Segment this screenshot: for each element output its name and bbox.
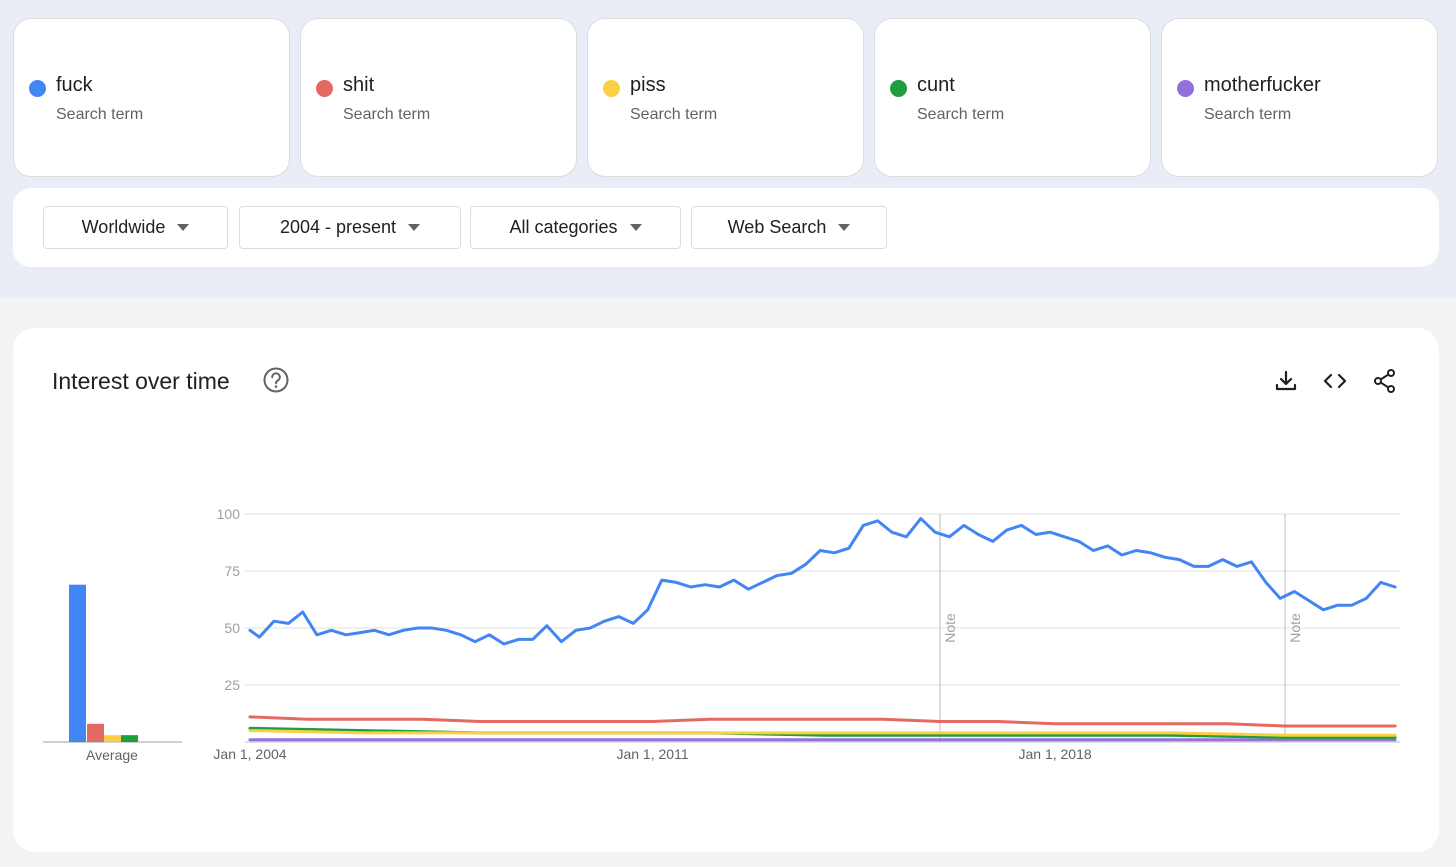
chevron-down-icon bbox=[629, 224, 642, 231]
average-bar-shit bbox=[87, 723, 104, 742]
region-filter-label: Worldwide bbox=[81, 217, 166, 237]
chevron-down-icon bbox=[408, 224, 421, 231]
time-range-filter-label: 2004 - present bbox=[279, 217, 397, 237]
search-type-filter-label: Web Search bbox=[727, 217, 827, 237]
term-color-dot bbox=[1177, 80, 1194, 97]
chevron-down-icon bbox=[838, 224, 851, 231]
note-marker-label: Note bbox=[942, 613, 958, 643]
note-marker-label: Note bbox=[1287, 613, 1303, 643]
term-name: shit bbox=[343, 74, 375, 96]
term-name: fuck bbox=[56, 74, 93, 96]
term-subtitle: Search term bbox=[917, 106, 1005, 123]
term-subtitle: Search term bbox=[343, 106, 431, 123]
term-subtitle: Search term bbox=[56, 106, 144, 123]
term-subtitle: Search term bbox=[1204, 106, 1292, 123]
term-color-dot bbox=[603, 80, 620, 97]
term-name: motherfucker bbox=[1204, 74, 1321, 96]
chevron-down-icon bbox=[177, 224, 190, 231]
interest-over-time-panel: Interest over time bbox=[13, 328, 1439, 852]
term-name: cunt bbox=[917, 74, 955, 96]
series-line-fuck bbox=[248, 517, 1397, 646]
term-color-dot bbox=[890, 80, 907, 97]
average-bar-fuck bbox=[69, 584, 86, 742]
search-term-card[interactable]: fuck Search term bbox=[13, 18, 290, 177]
x-tick-label: Jan 1, 2011 bbox=[616, 746, 688, 762]
download-icon[interactable] bbox=[1273, 368, 1299, 394]
term-color-dot bbox=[316, 80, 333, 97]
average-bar-cunt bbox=[121, 735, 138, 742]
y-tick-label: 75 bbox=[224, 563, 240, 579]
y-tick-label: 25 bbox=[224, 677, 240, 693]
region-filter[interactable]: Worldwide bbox=[43, 206, 228, 249]
category-filter[interactable]: All categories bbox=[470, 206, 681, 249]
term-subtitle: Search term bbox=[630, 106, 718, 123]
search-term-card[interactable]: motherfucker Search term bbox=[1161, 18, 1438, 177]
term-color-dot bbox=[29, 80, 46, 97]
series-line-shit bbox=[248, 715, 1397, 728]
x-tick-label: Jan 1, 2018 bbox=[1018, 746, 1091, 762]
embed-icon[interactable] bbox=[1322, 368, 1348, 394]
search-term-card[interactable]: piss Search term bbox=[587, 18, 864, 177]
filter-bar: Worldwide 2004 - present All categories … bbox=[13, 188, 1439, 267]
time-range-filter[interactable]: 2004 - present bbox=[239, 206, 461, 249]
term-name: piss bbox=[630, 74, 666, 96]
x-tick-label: Jan 1, 2004 bbox=[213, 746, 286, 762]
search-term-card[interactable]: shit Search term bbox=[300, 18, 577, 177]
search-term-card[interactable]: cunt Search term bbox=[874, 18, 1151, 177]
search-type-filter[interactable]: Web Search bbox=[691, 206, 887, 249]
average-label: Average bbox=[86, 747, 138, 763]
category-filter-label: All categories bbox=[509, 217, 618, 237]
help-icon[interactable] bbox=[262, 366, 290, 394]
average-bar-piss bbox=[104, 735, 121, 742]
share-icon[interactable] bbox=[1372, 368, 1398, 394]
panel-title: Interest over time bbox=[52, 368, 230, 394]
series-line-piss bbox=[248, 729, 1397, 737]
y-tick-label: 100 bbox=[217, 506, 241, 522]
y-tick-label: 50 bbox=[224, 620, 240, 636]
